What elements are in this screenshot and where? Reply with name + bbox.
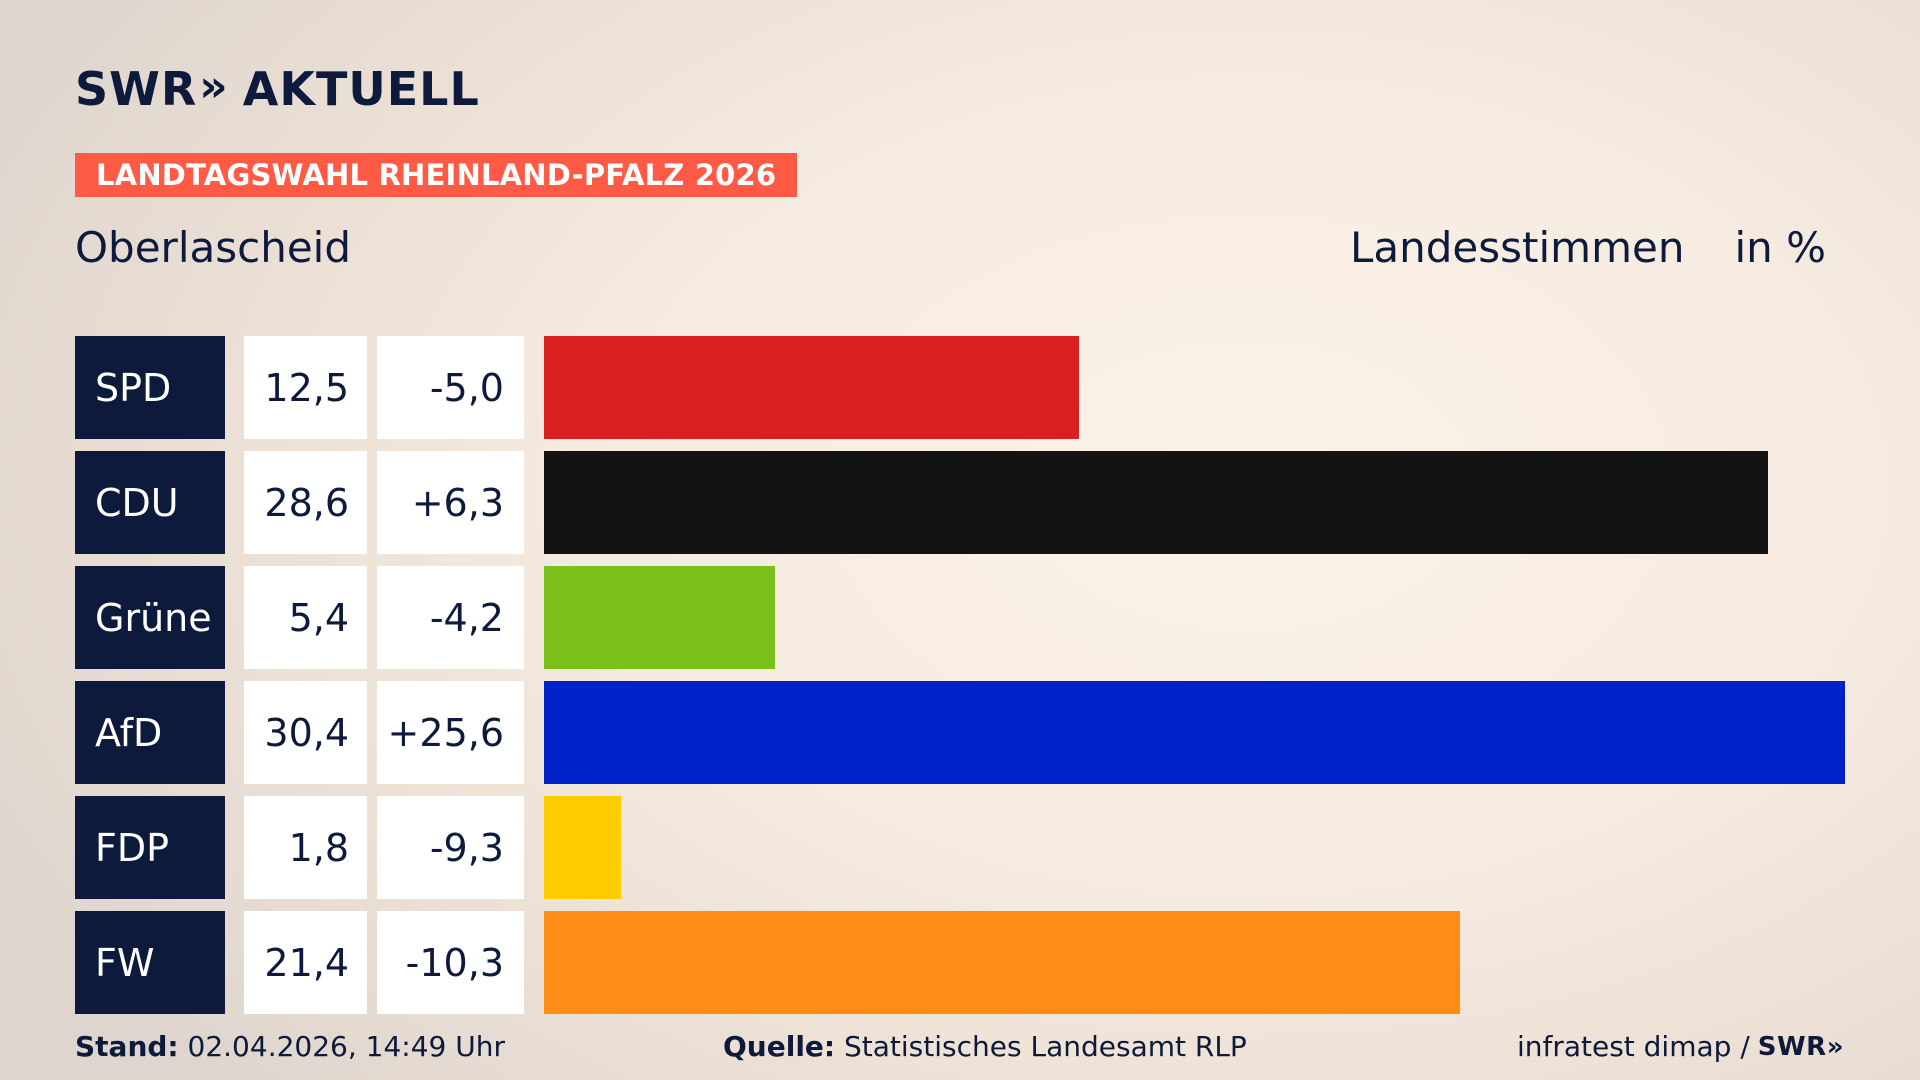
share-value: 1,8 bbox=[244, 796, 367, 899]
logo-swr-text: SWR bbox=[75, 62, 198, 116]
timestamp: Stand: 02.04.2026, 14:49 Uhr bbox=[75, 1030, 505, 1063]
share-value: 5,4 bbox=[244, 566, 367, 669]
location-title: Oberlascheid bbox=[75, 223, 351, 272]
result-row-afd: AfD 30,4 +25,6 bbox=[75, 681, 1845, 784]
change-value: +25,6 bbox=[377, 681, 524, 784]
source-value: Statistisches Landesamt RLP bbox=[844, 1030, 1247, 1063]
result-row-spd: SPD 12,5 -5,0 bbox=[75, 336, 1845, 439]
party-label: SPD bbox=[75, 336, 225, 439]
party-label: AfD bbox=[75, 681, 225, 784]
party-label: Grüne bbox=[75, 566, 225, 669]
bar-cdu bbox=[544, 451, 1768, 554]
stand-label: Stand: bbox=[75, 1030, 179, 1063]
chart-header: Landesstimmen in % bbox=[1350, 223, 1826, 272]
party-label: FW bbox=[75, 911, 225, 1014]
result-row-grüne: Grüne 5,4 -4,2 bbox=[75, 566, 1845, 669]
credit-text: infratest dimap / bbox=[1516, 1030, 1750, 1063]
logo-aktuell-text: AKTUELL bbox=[242, 62, 480, 116]
change-value: -9,3 bbox=[377, 796, 524, 899]
share-value: 30,4 bbox=[244, 681, 367, 784]
stand-value: 02.04.2026, 14:49 Uhr bbox=[187, 1030, 505, 1063]
party-label: CDU bbox=[75, 451, 225, 554]
swr-aktuell-logo: SWR» AKTUELL bbox=[75, 61, 480, 116]
bar-spd bbox=[544, 336, 1079, 439]
bar-fw bbox=[544, 911, 1460, 1014]
source: Quelle: Statistisches Landesamt RLP bbox=[723, 1030, 1247, 1063]
change-value: +6,3 bbox=[377, 451, 524, 554]
bar-grüne bbox=[544, 566, 775, 669]
change-value: -5,0 bbox=[377, 336, 524, 439]
result-row-fdp: FDP 1,8 -9,3 bbox=[75, 796, 1845, 899]
change-value: -4,2 bbox=[377, 566, 524, 669]
share-value: 21,4 bbox=[244, 911, 367, 1014]
swr-mini-logo: SWR» bbox=[1757, 1031, 1844, 1062]
party-label: FDP bbox=[75, 796, 225, 899]
credit: infratest dimap / SWR» bbox=[1517, 1030, 1844, 1063]
result-row-fw: FW 21,4 -10,3 bbox=[75, 911, 1845, 1014]
bar-fdp bbox=[544, 796, 621, 899]
unit-label: in % bbox=[1734, 223, 1826, 272]
result-row-cdu: CDU 28,6 +6,3 bbox=[75, 451, 1845, 554]
source-label: Quelle: bbox=[723, 1030, 836, 1063]
vote-type-label: Landesstimmen bbox=[1350, 223, 1685, 272]
share-value: 12,5 bbox=[244, 336, 367, 439]
share-value: 28,6 bbox=[244, 451, 367, 554]
change-value: -10,3 bbox=[377, 911, 524, 1014]
election-badge: LANDTAGSWAHL RHEINLAND-PFALZ 2026 bbox=[75, 153, 798, 197]
bar-afd bbox=[544, 681, 1845, 784]
logo-chevrons-icon: » bbox=[199, 61, 229, 112]
